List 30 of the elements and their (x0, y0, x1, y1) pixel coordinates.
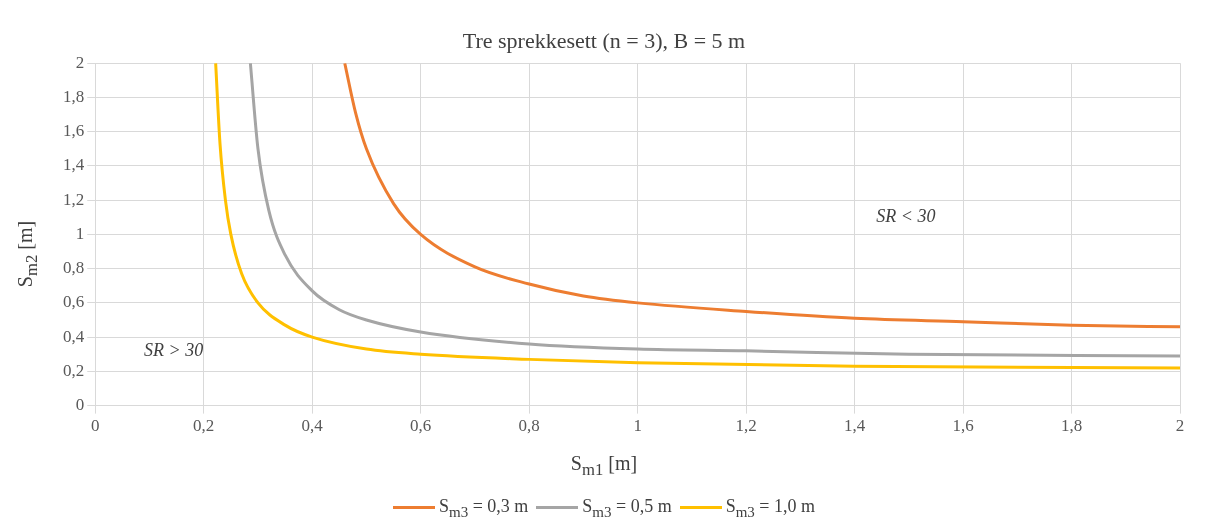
legend-label: S$_{m3}$ = 0,5 m (581, 496, 672, 521)
x-tick-label: 1,2 (735, 416, 757, 436)
x-tick-label: 0,2 (193, 416, 215, 436)
y-tick-label: 1,6 (63, 121, 85, 141)
x-tick-label: 1,6 (952, 416, 974, 436)
y-tick-label: 1 (75, 223, 85, 243)
y-tick-label: 1,8 (63, 86, 85, 106)
x-tick-label: 0,6 (410, 416, 432, 436)
legend-label: S$_{m3}$ = 1,0 m (724, 496, 816, 521)
x-tick-label: 1,4 (843, 416, 866, 436)
x-tick-label: 1,8 (1060, 416, 1083, 436)
y-tick-label: 0,2 (63, 360, 85, 380)
chart-title: Tre sprekkesett (n = 3), B = 5 m (461, 28, 747, 54)
line-series (343, 63, 1180, 329)
annotation: SR < 30 (876, 206, 936, 227)
y-tick-label: 0 (75, 395, 85, 415)
y-tick-label: 2 (75, 52, 85, 72)
x-tick-label: 0,8 (518, 416, 540, 436)
x-tick-label: 1 (633, 416, 642, 436)
x-axis-title: S$_{m1}$ [m] (569, 452, 639, 480)
y-tick-label: 1,4 (63, 155, 85, 175)
annotation: SR > 30 (144, 339, 204, 360)
y-tick-label: 0,8 (63, 258, 85, 278)
y-tick-label: 1,2 (63, 189, 85, 209)
x-tick-label: 0 (91, 416, 100, 436)
x-tick-label: 2 (1175, 416, 1185, 436)
y-tick-label: 0,6 (63, 292, 85, 312)
y-tick-label: 0,4 (63, 326, 85, 346)
legend-label: S$_{m3}$ = 0,3 m (438, 496, 529, 521)
x-tick-label: 0,4 (301, 416, 324, 436)
